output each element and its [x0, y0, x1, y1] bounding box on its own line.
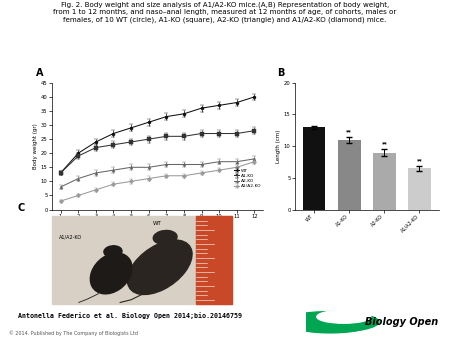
- Bar: [338, 140, 360, 210]
- Text: **: **: [346, 129, 352, 134]
- Bar: [408, 168, 431, 210]
- Text: C: C: [18, 203, 25, 213]
- Text: A1/A2-KO: A1/A2-KO: [59, 234, 82, 239]
- Ellipse shape: [153, 231, 177, 244]
- Bar: [196, 216, 232, 304]
- X-axis label: Age (months): Age (months): [136, 224, 179, 229]
- Ellipse shape: [104, 246, 122, 257]
- Text: **: **: [382, 141, 387, 146]
- Ellipse shape: [127, 240, 192, 294]
- Bar: [373, 152, 396, 210]
- Text: Antonella Federico et al. Biology Open 2014;bio.20146759: Antonella Federico et al. Biology Open 2…: [18, 312, 242, 319]
- Legend: WT, A1-KO, A2-KO, A1/A2-KO: WT, A1-KO, A2-KO, A1/A2-KO: [234, 169, 261, 188]
- Text: A: A: [36, 68, 44, 78]
- Text: Fig. 2. Body weight and size analysis of A1/A2-KO mice.(A,B) Representation of b: Fig. 2. Body weight and size analysis of…: [53, 2, 397, 23]
- Ellipse shape: [317, 310, 371, 323]
- Polygon shape: [287, 318, 374, 333]
- Y-axis label: Body weight (gr): Body weight (gr): [33, 123, 38, 169]
- Text: WT: WT: [153, 221, 161, 226]
- Text: Biology Open: Biology Open: [365, 317, 439, 327]
- Bar: [303, 127, 325, 210]
- Text: B: B: [277, 68, 284, 78]
- Text: **: **: [417, 158, 422, 163]
- Y-axis label: Length (cm): Length (cm): [276, 129, 281, 163]
- Circle shape: [282, 312, 379, 332]
- Ellipse shape: [90, 253, 132, 294]
- Text: © 2014. Published by The Company of Biologists Ltd: © 2014. Published by The Company of Biol…: [9, 330, 138, 336]
